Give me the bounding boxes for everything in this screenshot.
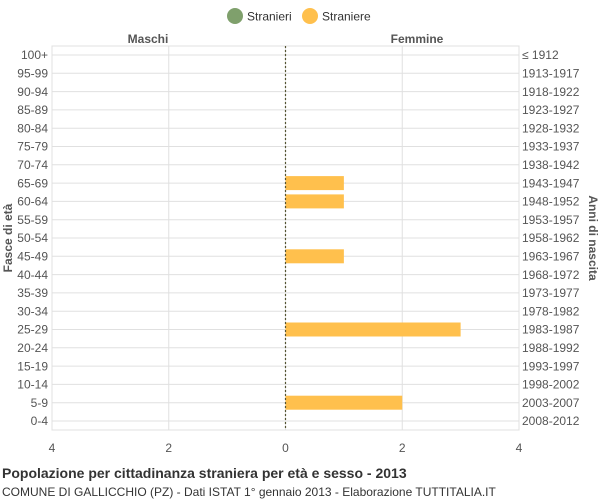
age-group-label: 95-99 bbox=[17, 67, 48, 81]
legend-label-straniere: Straniere bbox=[322, 10, 371, 24]
age-group-label: 100+ bbox=[21, 48, 48, 62]
age-group-label: 85-89 bbox=[17, 103, 48, 117]
birth-year-label: 1928-1932 bbox=[522, 121, 580, 135]
age-group-label: 40-44 bbox=[17, 268, 48, 282]
age-group-label: 60-64 bbox=[17, 195, 48, 209]
age-group-label: 65-69 bbox=[17, 176, 48, 190]
age-group-label: 10-14 bbox=[17, 378, 48, 392]
birth-year-label: 1983-1987 bbox=[522, 323, 580, 337]
age-group-label: 90-94 bbox=[17, 85, 48, 99]
legend-marker-stranieri bbox=[227, 8, 243, 24]
age-group-label: 30-34 bbox=[17, 304, 48, 318]
chart-footer-subtitle: COMUNE DI GALLICCHIO (PZ) - Dati ISTAT 1… bbox=[2, 485, 496, 499]
age-group-label: 35-39 bbox=[17, 286, 48, 300]
y-axis-title-right: Anni di nascita bbox=[586, 195, 600, 281]
age-group-label: 45-49 bbox=[17, 250, 48, 264]
age-group-label: 20-24 bbox=[17, 341, 48, 355]
birth-year-label: 1943-1947 bbox=[522, 176, 580, 190]
x-tick-label: 4 bbox=[516, 441, 523, 455]
bar-straniere-60-64 bbox=[285, 194, 344, 209]
bar-straniere-5-9 bbox=[285, 395, 403, 410]
birth-year-label: 1923-1927 bbox=[522, 103, 580, 117]
birth-year-label: 1933-1937 bbox=[522, 140, 580, 154]
birth-year-label: 2008-2012 bbox=[522, 414, 580, 428]
birth-year-label: 2003-2007 bbox=[522, 396, 580, 410]
x-tick-label: 2 bbox=[399, 441, 406, 455]
age-group-label: 70-74 bbox=[17, 158, 48, 172]
age-group-label: 75-79 bbox=[17, 140, 48, 154]
y-axis-title-left: Fasce di età bbox=[1, 203, 15, 272]
x-tick-label: 4 bbox=[49, 441, 56, 455]
birth-year-label: 1963-1967 bbox=[522, 250, 580, 264]
birth-year-label: 1958-1962 bbox=[522, 231, 580, 245]
age-group-label: 0-4 bbox=[31, 414, 49, 428]
x-tick-label: 0 bbox=[282, 441, 289, 455]
age-group-label: 50-54 bbox=[17, 231, 48, 245]
birth-year-label: 1938-1942 bbox=[522, 158, 580, 172]
age-group-label: 55-59 bbox=[17, 213, 48, 227]
bar-straniere-45-49 bbox=[285, 249, 344, 264]
birth-year-label: 1948-1952 bbox=[522, 195, 580, 209]
birth-year-label: 1993-1997 bbox=[522, 359, 580, 373]
birth-year-label: 1913-1917 bbox=[522, 67, 580, 81]
legend-label-stranieri: Stranieri bbox=[247, 10, 292, 24]
birth-year-label: 1978-1982 bbox=[522, 304, 580, 318]
x-tick-label: 2 bbox=[165, 441, 172, 455]
birth-year-label: 1988-1992 bbox=[522, 341, 580, 355]
birth-year-label: 1953-1957 bbox=[522, 213, 580, 227]
age-group-label: 5-9 bbox=[31, 396, 49, 410]
chart-footer-title: Popolazione per cittadinanza straniera p… bbox=[2, 465, 407, 481]
birth-year-label: 1973-1977 bbox=[522, 286, 580, 300]
birth-year-label: ≤ 1912 bbox=[522, 48, 559, 62]
left-header-maschi: Maschi bbox=[128, 32, 169, 46]
birth-year-label: 1968-1972 bbox=[522, 268, 580, 282]
population-pyramid-chart: Stranieri Straniere Maschi Femmine 100+ ≤ 191… bbox=[1, 8, 600, 455]
birth-year-label: 1918-1922 bbox=[522, 85, 580, 99]
right-header-femmine: Femmine bbox=[391, 32, 444, 46]
birth-year-label: 1998-2002 bbox=[522, 378, 580, 392]
age-group-label: 80-84 bbox=[17, 121, 48, 135]
bar-straniere-65-69 bbox=[285, 176, 344, 191]
legend-marker-straniere bbox=[302, 8, 318, 24]
age-group-label: 25-29 bbox=[17, 323, 48, 337]
age-group-label: 15-19 bbox=[17, 359, 48, 373]
bar-straniere-25-29 bbox=[285, 322, 461, 337]
